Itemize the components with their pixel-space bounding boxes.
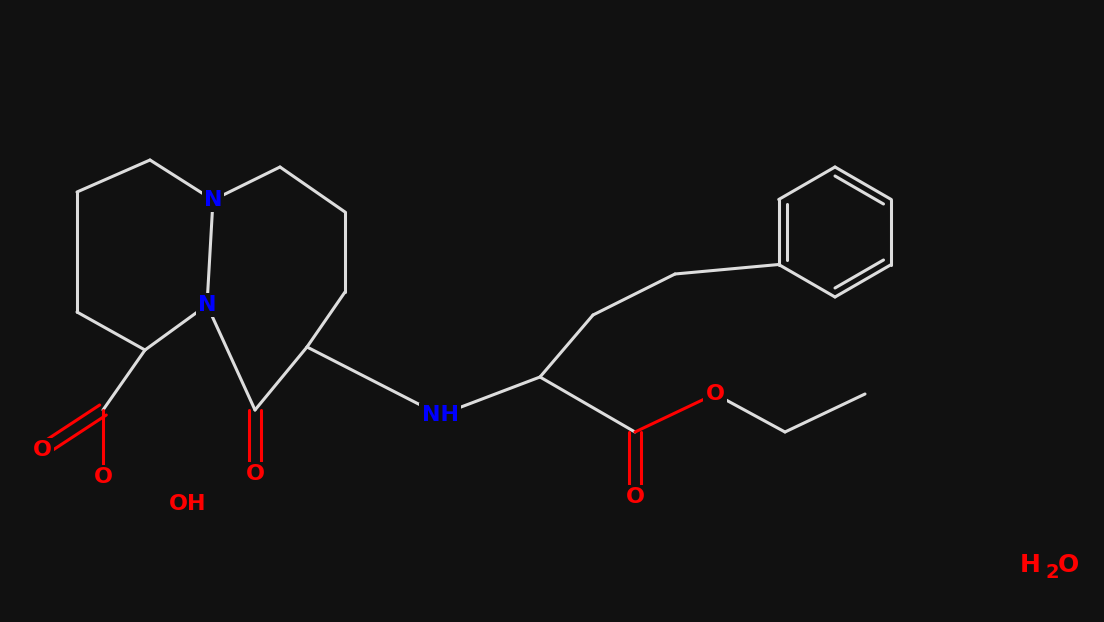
Text: O: O [626,487,645,507]
Text: N: N [198,295,216,315]
Text: N: N [204,190,222,210]
Text: OH: OH [169,494,206,514]
Text: H: H [1020,553,1040,577]
Text: NH: NH [422,405,458,425]
Text: O: O [94,467,113,487]
Text: O: O [32,440,52,460]
Text: 2: 2 [1045,564,1059,582]
Text: O: O [245,464,265,484]
Text: O: O [705,384,724,404]
Text: O: O [1058,553,1079,577]
